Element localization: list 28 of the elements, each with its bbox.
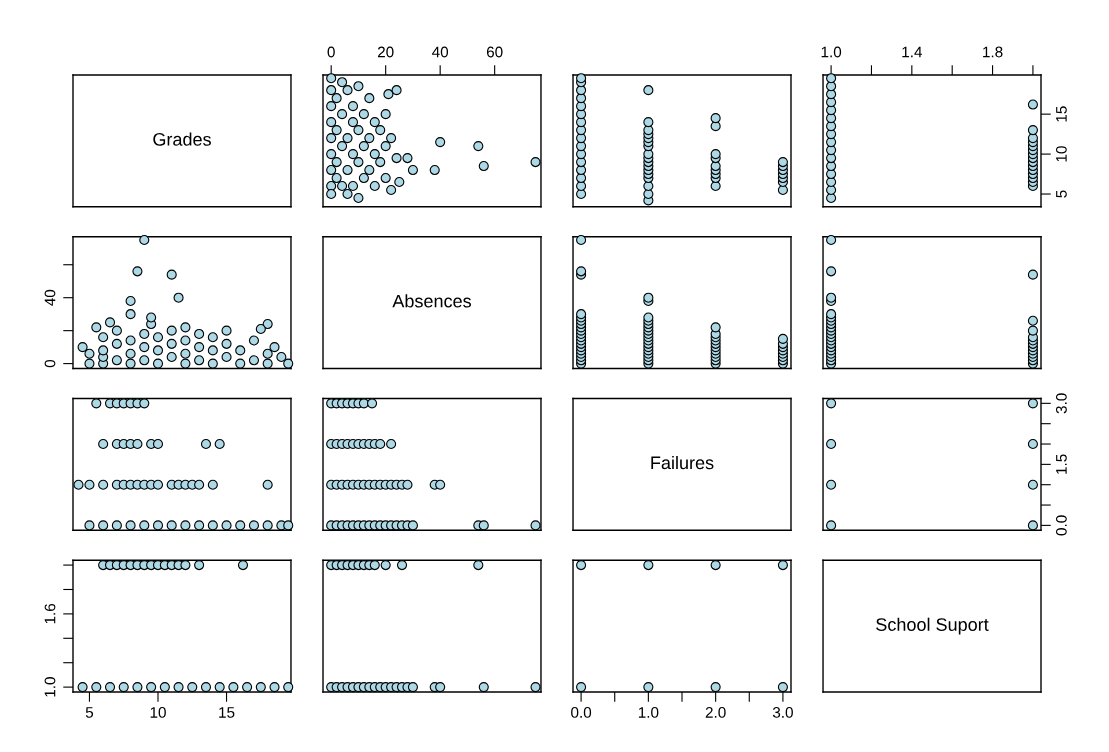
x-tick-label: 15 [219, 707, 235, 718]
x-tick-label: 2.0 [705, 706, 726, 718]
x-tick-label: 3.0 [772, 706, 793, 718]
x-tick-label: 0.0 [571, 706, 592, 718]
y-tick-label: 5 [1056, 190, 1067, 198]
x-tick-label: 5 [85, 707, 94, 718]
x-tick-label: 10 [150, 706, 166, 718]
y-tick-label: 1.6 [44, 603, 56, 624]
x-tick-label: 1.0 [821, 46, 842, 58]
y-tick-label: 40 [44, 289, 56, 306]
y-tick-label: 10 [1055, 146, 1067, 162]
x-tick-label: 1.4 [902, 46, 923, 58]
x-tick-label: 40 [432, 46, 449, 58]
x-tick-label: 1.8 [983, 46, 1003, 58]
y-tick-label: 3.0 [1055, 393, 1067, 414]
text: Failures [651, 455, 714, 470]
x-tick-label: 20 [377, 46, 394, 58]
y-tick-label: 15 [1056, 106, 1067, 122]
y-tick-label: 0.0 [1055, 515, 1067, 536]
y-tick-label: 1.5 [1056, 454, 1067, 474]
y-tick-label: 1.0 [44, 677, 56, 697]
x-tick-label: 60 [486, 46, 503, 58]
x-tick-label: 1.0 [638, 706, 659, 718]
text: Grades [153, 132, 211, 146]
y-tick-label: 0 [44, 359, 56, 368]
text: Absences [392, 294, 471, 308]
text: School Suport [876, 617, 989, 635]
x-tick-label: 0 [327, 46, 335, 58]
